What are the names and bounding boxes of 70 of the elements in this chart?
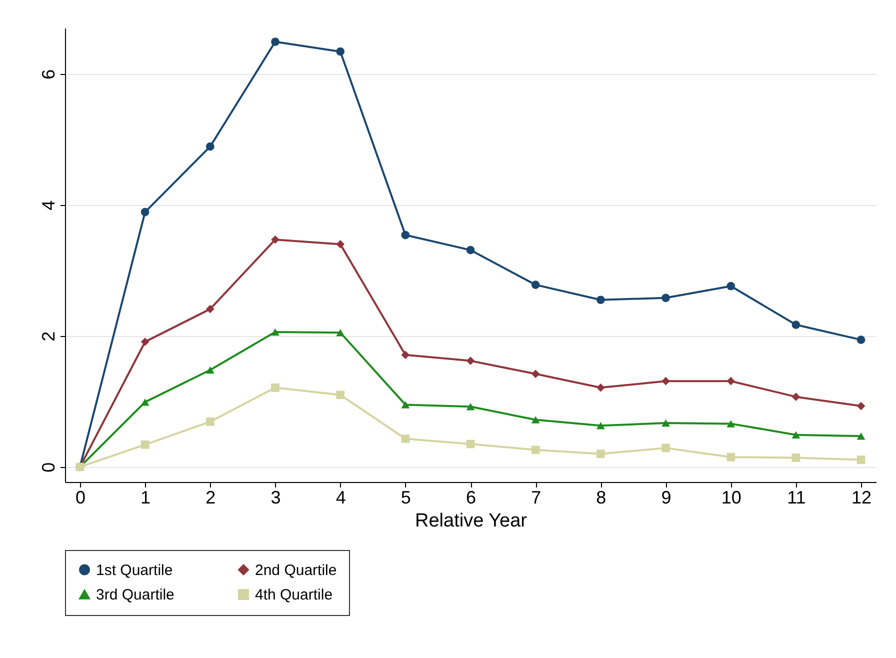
point — [792, 320, 800, 329]
x-tick-label: 9 — [661, 488, 672, 508]
point — [856, 456, 866, 464]
y-tick-label: 2 — [38, 331, 58, 342]
y-tick-label: 4 — [38, 200, 58, 210]
point — [271, 38, 280, 46]
point — [726, 420, 736, 428]
x-tick-label: 8 — [596, 488, 606, 508]
point — [531, 416, 540, 424]
point — [856, 402, 866, 410]
point — [662, 419, 670, 427]
point — [140, 440, 150, 449]
x-tick-label: 11 — [787, 488, 806, 508]
point — [856, 336, 866, 344]
point — [140, 338, 150, 346]
x-axis-title: Relative Year — [415, 510, 528, 532]
point — [466, 356, 475, 365]
point — [271, 235, 280, 244]
point — [596, 450, 605, 458]
point — [271, 383, 280, 392]
point — [662, 294, 670, 302]
point — [726, 452, 736, 462]
point — [401, 230, 410, 240]
x-tick-label: 7 — [531, 488, 542, 508]
y-tick-label: 6 — [38, 69, 58, 80]
point — [401, 434, 410, 443]
x-tick-label: 3 — [270, 488, 281, 508]
point — [466, 246, 475, 254]
x-tick-label: 12 — [852, 488, 872, 508]
x-tick-label: 10 — [721, 488, 742, 508]
point — [596, 296, 605, 304]
y-tick-label: 0 — [38, 462, 58, 472]
point — [336, 47, 345, 56]
point — [531, 370, 540, 378]
point — [140, 208, 150, 216]
legend-label: 2nd Quartile — [255, 562, 337, 579]
point — [466, 403, 475, 410]
point — [336, 390, 345, 400]
point — [792, 431, 800, 438]
point — [336, 329, 345, 336]
point — [531, 280, 540, 289]
x-tick-label: 6 — [466, 488, 476, 508]
x-tick-label: 4 — [336, 488, 346, 508]
point — [726, 376, 736, 386]
point — [792, 454, 800, 462]
point — [271, 328, 280, 336]
point — [792, 392, 800, 402]
point — [206, 418, 214, 426]
x-tick-label: 1 — [140, 488, 151, 508]
legend-label: 4th Quartile — [255, 586, 333, 604]
point — [662, 376, 670, 386]
x-tick-label: 5 — [400, 488, 411, 508]
point — [206, 366, 214, 374]
x-tick-label: 0 — [75, 488, 86, 508]
point — [726, 282, 736, 290]
legend-label: 3rd Quartile — [96, 586, 174, 604]
point — [531, 446, 540, 454]
point — [140, 398, 150, 406]
legend-label: 1st Quartile — [96, 562, 173, 579]
point — [856, 432, 866, 440]
point — [662, 444, 670, 452]
point — [206, 304, 214, 314]
point — [401, 401, 410, 408]
x-tick-label: 2 — [206, 488, 216, 508]
point — [596, 422, 605, 430]
point — [206, 142, 214, 151]
point — [466, 440, 475, 448]
point — [596, 383, 605, 392]
point — [336, 240, 345, 248]
point — [401, 350, 410, 360]
